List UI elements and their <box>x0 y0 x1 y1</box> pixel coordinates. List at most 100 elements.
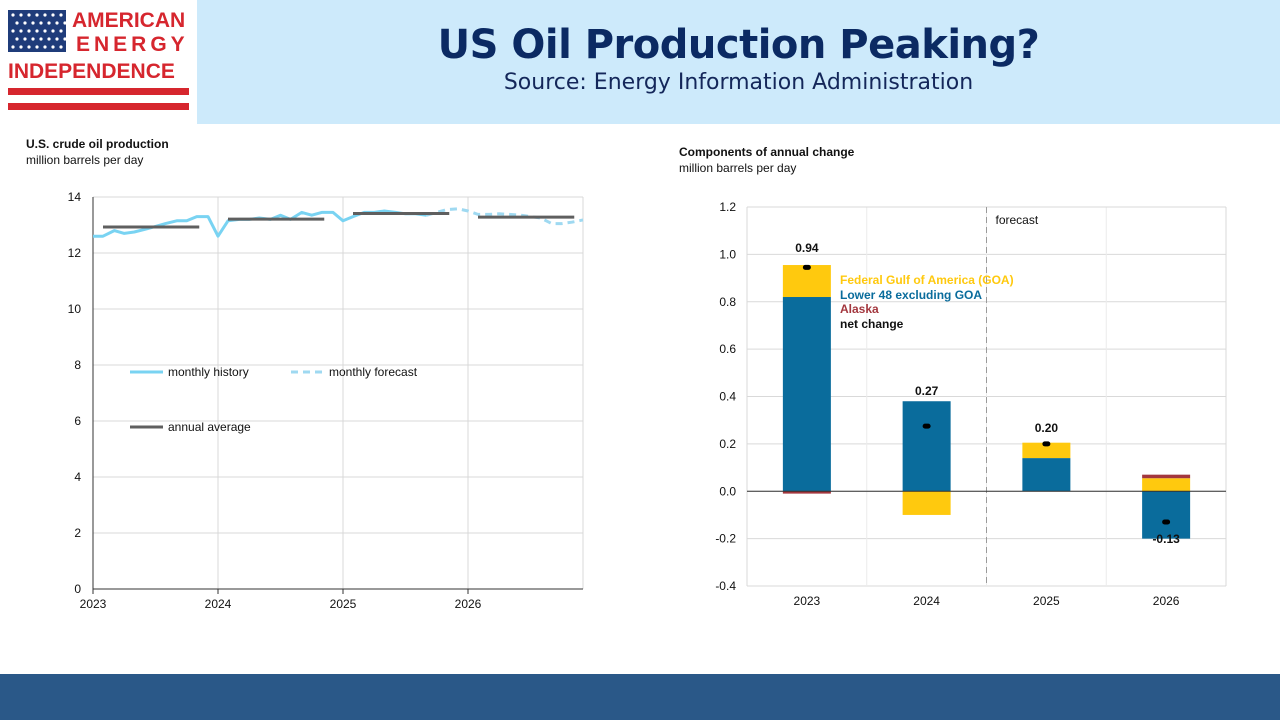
flag-star <box>27 29 31 33</box>
header-banner: US Oil Production Peaking? Source: Energ… <box>197 0 1280 124</box>
flag-star <box>59 45 63 49</box>
logo: AMERICAN ENERGY INDEPENDENCE <box>0 0 197 124</box>
american-energy-independence-logo: AMERICAN ENERGY INDEPENDENCE <box>8 9 189 110</box>
net-change-marker <box>1162 519 1171 525</box>
flag-star <box>39 37 43 41</box>
left-y-tick-label: 0 <box>74 582 81 596</box>
bar-segment <box>1022 442 1071 459</box>
logo-line1: AMERICAN <box>72 9 185 32</box>
bar-segment <box>782 265 831 298</box>
flag-star <box>43 13 47 17</box>
bar-segment <box>902 491 951 515</box>
net-change-label: 0.20 <box>1035 421 1059 435</box>
flag-star <box>55 37 59 41</box>
flag-star <box>23 21 27 25</box>
net-change-label: 0.27 <box>915 384 939 398</box>
left-chart-title: U.S. crude oil production <box>26 137 169 151</box>
left-chart-unit: million barrels per day <box>26 153 144 167</box>
logo-stripe-2 <box>8 103 189 110</box>
flag-star <box>19 29 23 33</box>
left-legend-label: annual average <box>168 420 251 434</box>
right-x-tick-label: 2023 <box>794 594 821 608</box>
monthly-forecast-line <box>426 207 584 226</box>
page-subtitle: Source: Energy Information Administratio… <box>503 70 974 95</box>
right-legend-label: net change <box>840 317 904 331</box>
flag-star <box>19 45 23 49</box>
flag-star <box>47 37 51 41</box>
flag-star <box>51 13 55 17</box>
flag-star <box>11 13 15 17</box>
right-x-tick-label: 2025 <box>1033 594 1060 608</box>
right-chart-title: Components of annual change <box>679 145 855 159</box>
flag-star <box>31 21 35 25</box>
left-legend-label: monthly history <box>168 365 249 379</box>
flag-star <box>15 37 19 41</box>
right-x-tick-label: 2026 <box>1153 594 1180 608</box>
right-y-tick-label: 0.0 <box>719 484 736 498</box>
right-y-tick-label: 1.2 <box>719 200 736 214</box>
bar-segment <box>1022 458 1071 492</box>
left-x-tick-label: 2023 <box>80 597 107 611</box>
flag-star <box>35 45 39 49</box>
flag-star <box>63 37 67 41</box>
bar-segment <box>1142 478 1191 492</box>
flag-star <box>19 13 23 17</box>
bar-segment <box>1142 491 1191 539</box>
right-y-tick-label: 1.0 <box>719 247 736 261</box>
left-y-tick-label: 10 <box>68 302 82 316</box>
right-x-tick-label: 2024 <box>913 594 940 608</box>
flag-star <box>51 45 55 49</box>
bar-segment <box>782 491 831 494</box>
flag-star <box>35 29 39 33</box>
flag-star <box>43 45 47 49</box>
page-title: US Oil Production Peaking? <box>437 22 1040 68</box>
forecast-label: forecast <box>996 213 1039 227</box>
left-x-tick-label: 2024 <box>205 597 232 611</box>
net-change-marker <box>802 264 811 270</box>
left-y-tick-label: 14 <box>68 190 82 204</box>
flag-star <box>35 13 39 17</box>
left-x-tick-label: 2025 <box>330 597 357 611</box>
flag-star <box>15 21 19 25</box>
left-y-tick-label: 2 <box>74 526 81 540</box>
net-change-marker <box>1042 441 1051 447</box>
footer-bar <box>0 674 1280 720</box>
right-y-tick-label: 0.4 <box>719 390 736 404</box>
right-chart-unit: million barrels per day <box>679 161 797 175</box>
flag-star <box>27 13 31 17</box>
left-y-tick-label: 12 <box>68 246 82 260</box>
flag-star <box>59 29 63 33</box>
bar-segment <box>1142 474 1191 479</box>
left-y-tick-label: 4 <box>74 470 81 484</box>
left-y-tick-label: 8 <box>74 358 81 372</box>
net-change-label: 0.94 <box>795 241 819 255</box>
flag-star <box>47 21 51 25</box>
right-y-tick-label: -0.2 <box>715 532 736 546</box>
right-y-tick-label: 0.6 <box>719 342 736 356</box>
flag-star <box>51 29 55 33</box>
bar-segment <box>782 297 831 492</box>
right-y-tick-label: 0.8 <box>719 295 736 309</box>
flag-star <box>11 29 15 33</box>
logo-line2: ENERGY <box>76 33 189 56</box>
right-y-tick-label: 0.2 <box>719 437 736 451</box>
bar-segment <box>902 401 951 492</box>
left-y-tick-label: 6 <box>74 414 81 428</box>
flag-star <box>59 13 63 17</box>
left-x-tick-label: 2026 <box>455 597 482 611</box>
right-legend-label: Alaska <box>840 302 879 316</box>
right-legend-label: Lower 48 excluding GOA <box>840 288 982 302</box>
left-legend-label: monthly forecast <box>329 365 418 379</box>
net-change-marker <box>922 423 931 429</box>
flag-star <box>55 21 59 25</box>
flag-star <box>27 45 31 49</box>
net-change-label: -0.13 <box>1152 532 1180 546</box>
flag-star <box>63 21 67 25</box>
logo-line3: INDEPENDENCE <box>8 60 175 83</box>
flag-stars <box>11 13 67 49</box>
flag-star <box>23 37 27 41</box>
right-y-tick-label: -0.4 <box>715 579 736 593</box>
flag-star <box>43 29 47 33</box>
monthly-history-line <box>93 209 427 238</box>
flag-star <box>11 45 15 49</box>
